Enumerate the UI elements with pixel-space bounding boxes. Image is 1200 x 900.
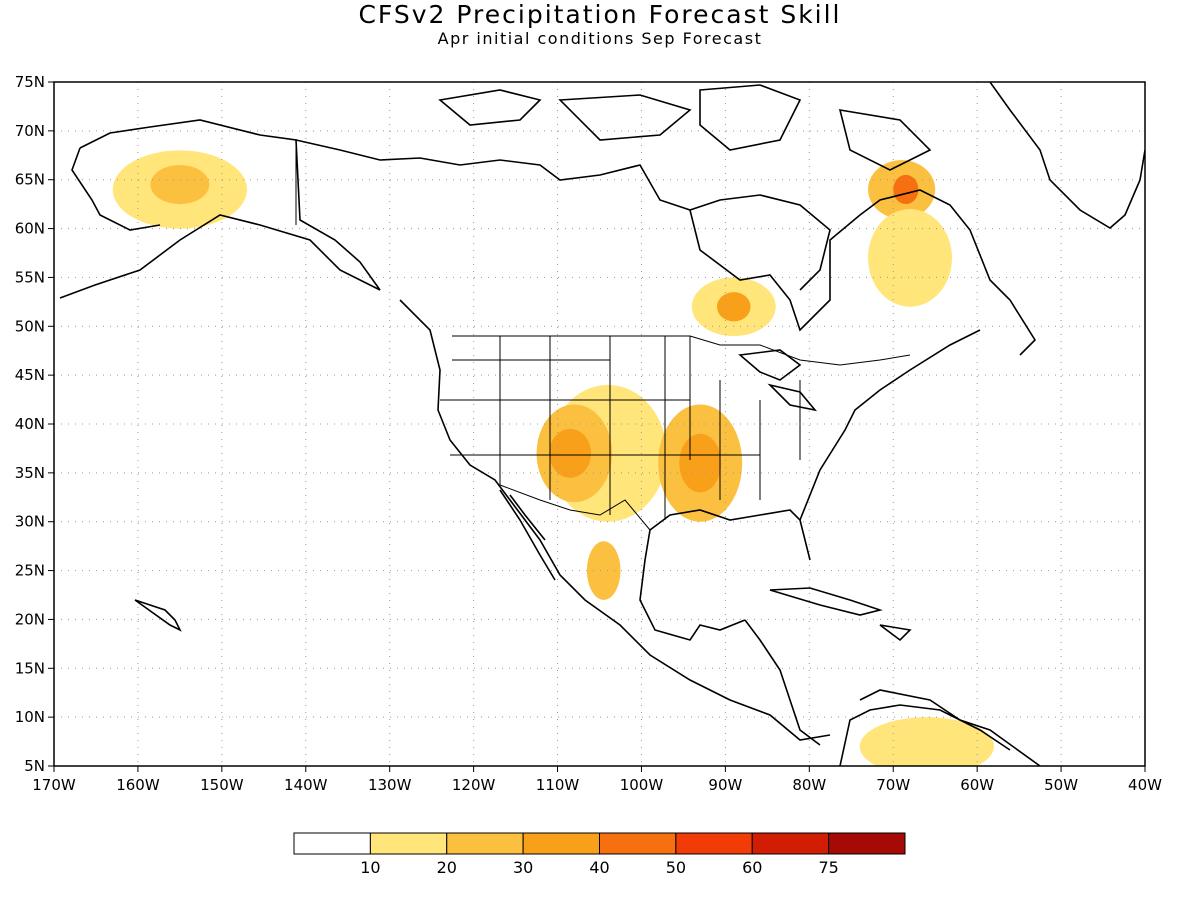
great-lakes [738, 349, 818, 412]
lon-tick-label: 160W [116, 776, 160, 794]
us-canada-border [452, 335, 911, 366]
pacific-coast [399, 299, 831, 741]
colorbar-label: 75 [818, 858, 838, 877]
hudson-bay-coast [689, 194, 831, 291]
skill-region [716, 292, 751, 322]
lon-tick-label: 70W [876, 776, 910, 794]
colorbar-swatch [522, 832, 600, 855]
central-america [744, 619, 1041, 766]
lon-tick-label: 120W [452, 776, 496, 794]
lon-tick-label: 60W [960, 776, 994, 794]
greenland-coast [989, 82, 1145, 229]
us-state-lines [440, 336, 801, 520]
skill-region [549, 428, 592, 478]
lon-tick-label: 50W [1044, 776, 1078, 794]
lon-tick-label: 150W [200, 776, 244, 794]
skill-region [893, 174, 919, 205]
skill-region [868, 209, 952, 307]
skill-region [679, 433, 722, 493]
lon-tick-label: 40W [1128, 776, 1162, 794]
longitude-tick-labels: 170W 160W 150W 140W 130W 120W 110W 100W 90W 80W 70… [32, 766, 1162, 794]
colorbar-label: 30 [513, 858, 533, 877]
lat-tick-label: 50N [15, 317, 45, 335]
south-america-coast [839, 704, 1011, 766]
lon-tick-label: 110W [536, 776, 580, 794]
colorbar-label: 60 [742, 858, 762, 877]
colorbar-label: 20 [437, 858, 457, 877]
colorbar-swatch [446, 832, 524, 855]
map-title: CFSv2 Precipitation Forecast Skill [358, 0, 842, 29]
lon-tick-label: 80W [792, 776, 826, 794]
lat-tick-label: 10N [15, 708, 45, 726]
lon-tick-label: 140W [284, 776, 328, 794]
colorbar-label: 10 [360, 858, 380, 877]
gulf-coast [639, 509, 811, 641]
lat-tick-label: 60N [15, 220, 45, 238]
lat-tick-label: 15N [15, 659, 45, 677]
alaska-coast [59, 119, 381, 299]
lon-tick-label: 100W [620, 776, 664, 794]
colorbar-swatch [751, 832, 830, 855]
lat-tick-label: 25N [15, 562, 45, 580]
map-subtitle: Apr initial conditions Sep Forecast [437, 29, 763, 48]
hawaii-islands [134, 599, 182, 632]
arctic-islands [438, 84, 932, 171]
caribbean-islands [769, 587, 912, 642]
colorbar-label: 50 [666, 858, 686, 877]
colorbar-swatch [369, 832, 448, 855]
lat-tick-label: 70N [15, 122, 45, 140]
lon-tick-label: 90W [708, 776, 742, 794]
colorbar-swatch [293, 832, 371, 855]
lat-tick-label: 75N [15, 73, 45, 91]
atlantic-coast [799, 329, 981, 521]
colorbar-swatch [828, 832, 906, 855]
colorbar-swatch [599, 832, 677, 855]
latitude-tick-labels: 75N 70N 65N 60N 55N 50N 45N 40N 35N 30N 25N 20N 15N 1… [15, 73, 54, 775]
us-mexico-border [499, 484, 651, 531]
skill-region [150, 165, 210, 205]
lat-tick-label: 35N [15, 464, 45, 482]
colorbar-swatch [675, 832, 753, 855]
coastlines [59, 82, 1145, 766]
lat-tick-label: 40N [15, 415, 45, 433]
skill-region [859, 717, 994, 766]
political-borders [295, 140, 911, 531]
skill-region [586, 541, 621, 600]
baja-coast [499, 489, 556, 581]
lat-tick-label: 20N [15, 610, 45, 628]
lat-tick-label: 45N [15, 366, 45, 384]
lon-tick-label: 130W [368, 776, 412, 794]
lat-tick-label: 65N [15, 171, 45, 189]
lat-tick-label: 30N [15, 513, 45, 531]
colorbar: 10 20 30 40 50 60 75 [293, 832, 906, 877]
canada-arctic-coast [295, 139, 1037, 356]
skill-shading-layer [112, 150, 994, 766]
lat-tick-label: 5N [24, 757, 45, 775]
lon-tick-label: 170W [32, 776, 76, 794]
colorbar-label: 40 [589, 858, 609, 877]
lat-tick-label: 55N [15, 268, 45, 286]
